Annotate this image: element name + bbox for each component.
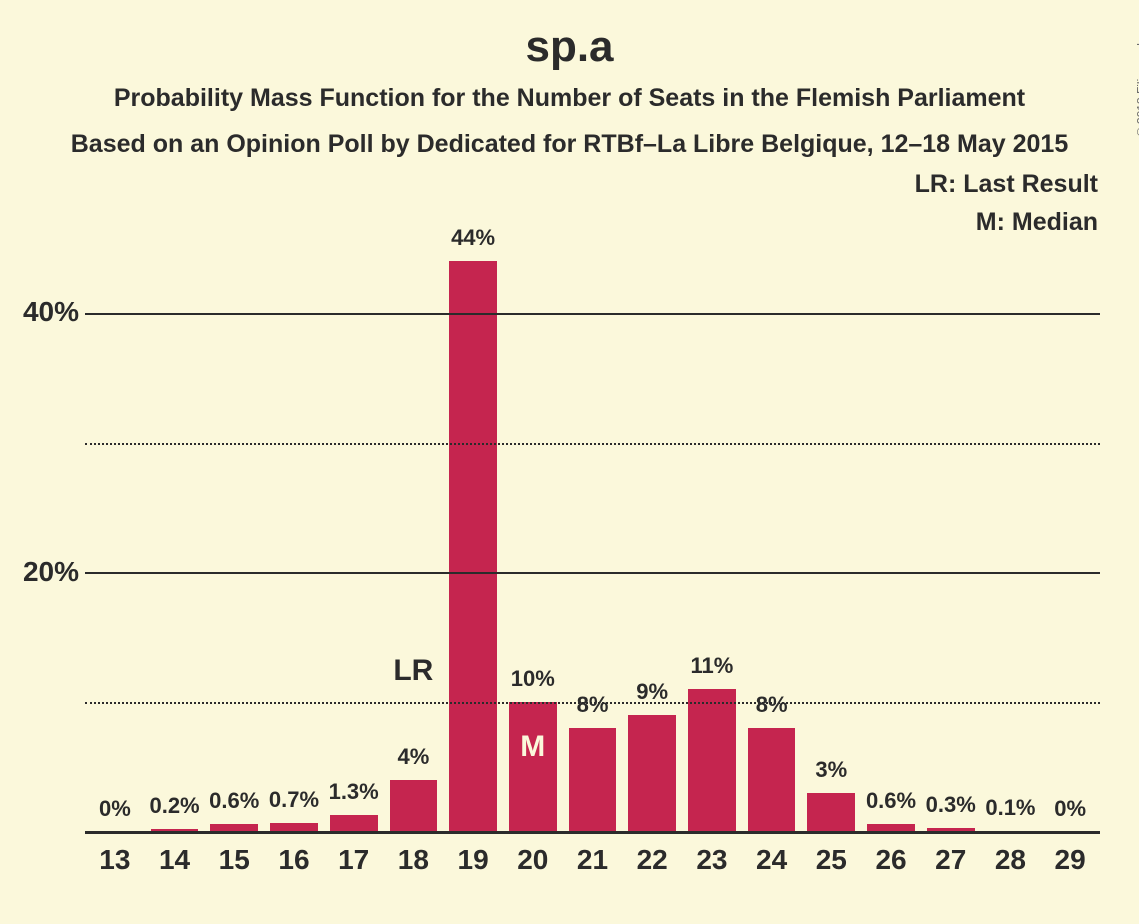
bar: [569, 728, 617, 832]
x-tick-label: 17: [324, 844, 384, 876]
x-tick-label: 20: [503, 844, 563, 876]
x-tick-label: 23: [682, 844, 742, 876]
annotation-last-result: LR: [384, 654, 444, 688]
bar: [688, 689, 736, 832]
bar-value-label: 4%: [384, 744, 444, 770]
gridline-minor: [85, 702, 1100, 704]
legend-last-result: LR: Last Result: [915, 170, 1098, 199]
bar: [509, 702, 557, 832]
bar-value-label: 0%: [1040, 796, 1100, 822]
bars-container: 0%0.2%0.6%0.7%1.3%4%44%10%8%9%11%8%3%0.6…: [85, 248, 1100, 832]
copyright-text: © 2018 Filip van Leenen: [1134, 6, 1139, 136]
plot-area: 0%0.2%0.6%0.7%1.3%4%44%10%8%9%11%8%3%0.6…: [85, 248, 1100, 832]
chart-subtitle-1: Probability Mass Function for the Number…: [0, 84, 1139, 113]
x-tick-label: 27: [921, 844, 981, 876]
bar-value-label: 0.3%: [921, 792, 981, 818]
chart-title: sp.a: [0, 22, 1139, 72]
bar: [390, 780, 438, 832]
y-tick-label: 40%: [11, 296, 79, 328]
bar: [449, 261, 497, 832]
legend-median: M: Median: [976, 208, 1098, 237]
y-tick-label: 20%: [11, 556, 79, 588]
bar-value-label: 0.6%: [204, 788, 264, 814]
x-tick-label: 15: [204, 844, 264, 876]
x-tick-label: 25: [801, 844, 861, 876]
bar: [748, 728, 796, 832]
bar-value-label: 8%: [563, 692, 623, 718]
bar-value-label: 44%: [443, 225, 503, 251]
bar-value-label: 1.3%: [324, 779, 384, 805]
x-tick-label: 21: [563, 844, 623, 876]
bar-value-label: 0%: [85, 796, 145, 822]
x-tick-label: 24: [742, 844, 802, 876]
x-tick-label: 16: [264, 844, 324, 876]
chart-subtitle-2: Based on an Opinion Poll by Dedicated fo…: [0, 130, 1139, 159]
bar-value-label: 0.2%: [145, 793, 205, 819]
x-tick-label: 19: [443, 844, 503, 876]
x-axis-baseline: [85, 831, 1100, 834]
gridline-major: [85, 572, 1100, 574]
bar-value-label: 0.6%: [861, 788, 921, 814]
x-tick-label: 13: [85, 844, 145, 876]
x-tick-label: 18: [384, 844, 444, 876]
bar: [330, 815, 378, 832]
bar-value-label: 0.1%: [981, 795, 1041, 821]
bar-value-label: 3%: [801, 757, 861, 783]
x-tick-label: 28: [981, 844, 1041, 876]
gridline-minor: [85, 443, 1100, 445]
bar: [628, 715, 676, 832]
bar-value-label: 10%: [503, 666, 563, 692]
bar: [807, 793, 855, 832]
annotation-median: M: [503, 730, 563, 764]
bar-value-label: 11%: [682, 653, 742, 679]
bar-value-label: 8%: [742, 692, 802, 718]
x-tick-label: 29: [1040, 844, 1100, 876]
x-tick-label: 22: [622, 844, 682, 876]
gridline-major: [85, 313, 1100, 315]
x-tick-label: 14: [145, 844, 205, 876]
bar-value-label: 0.7%: [264, 787, 324, 813]
x-tick-label: 26: [861, 844, 921, 876]
